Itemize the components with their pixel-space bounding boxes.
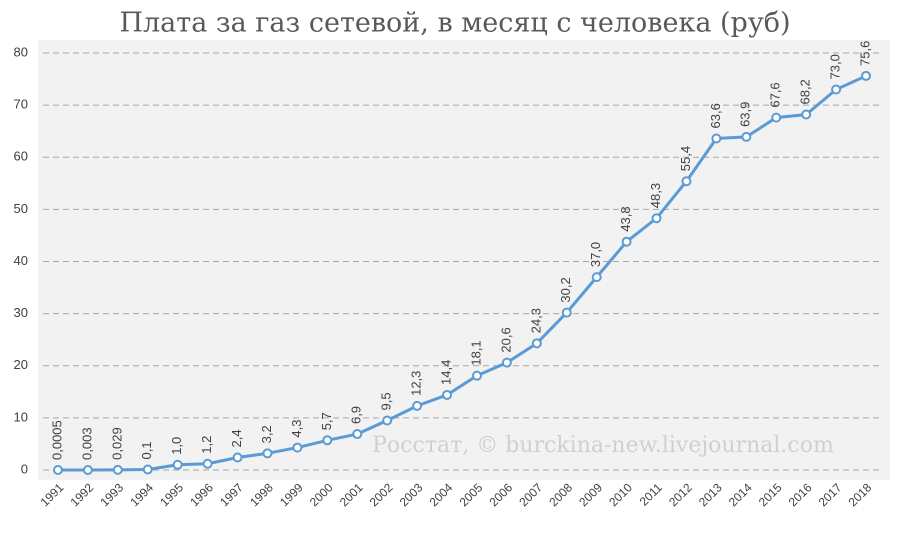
x-tick-label: 2009 — [576, 480, 605, 509]
x-tick-label: 1991 — [38, 480, 67, 509]
marker — [561, 307, 572, 318]
value-label: 30,2 — [558, 277, 573, 302]
value-label: 4,3 — [289, 420, 304, 438]
x-tick-label: 2000 — [307, 480, 336, 509]
marker — [801, 109, 812, 120]
marker — [531, 338, 542, 349]
value-label: 63,9 — [738, 102, 753, 127]
x-tick-label: 1994 — [127, 480, 156, 509]
value-label: 3,2 — [259, 425, 274, 443]
y-tick-label: 50 — [14, 201, 28, 216]
x-tick-label: 1995 — [157, 480, 186, 509]
watermark: Росстат, © burckina-new.livejournal.com — [372, 433, 834, 458]
marker — [651, 213, 662, 224]
value-label: 75,6 — [857, 41, 872, 66]
value-label: 0,029 — [109, 427, 124, 460]
y-tick-label: 70 — [14, 97, 28, 112]
x-tick-label: 2015 — [756, 480, 785, 509]
x-tick-label: 2003 — [397, 480, 426, 509]
value-label: 48,3 — [648, 183, 663, 208]
x-tick-label: 1999 — [277, 480, 306, 509]
value-label: 6,9 — [349, 406, 364, 424]
value-label: 0,0005 — [49, 420, 64, 460]
marker — [52, 464, 63, 475]
marker — [322, 435, 333, 446]
value-label: 1,0 — [169, 437, 184, 455]
value-label: 63,6 — [708, 103, 723, 128]
x-tick-label: 2017 — [816, 480, 845, 509]
chart-title: Плата за газ сетевой, в месяц с человека… — [119, 8, 790, 39]
value-label: 67,6 — [768, 82, 783, 107]
x-tick-label: 2018 — [846, 480, 875, 509]
marker — [681, 176, 692, 187]
marker — [172, 459, 183, 470]
value-label: 12,3 — [409, 371, 424, 396]
marker — [471, 370, 482, 381]
marker — [112, 464, 123, 475]
marker — [202, 458, 213, 469]
line — [57, 74, 867, 472]
y-tick-label: 0 — [21, 461, 28, 476]
plot-background — [38, 40, 890, 480]
x-tick-label: 2006 — [486, 480, 515, 509]
marker — [412, 400, 423, 411]
x-tick-label: 2008 — [546, 480, 575, 509]
x-tick-label: 2002 — [367, 480, 396, 509]
marker — [831, 84, 842, 95]
x-tick-label: 2007 — [516, 480, 545, 509]
x-tick-label: 2001 — [337, 480, 366, 509]
value-label: 43,8 — [618, 206, 633, 231]
x-tick-label: 1996 — [187, 480, 216, 509]
y-tick-label: 30 — [14, 305, 28, 320]
value-label: 18,1 — [468, 340, 483, 365]
marker — [591, 272, 602, 283]
marker — [262, 448, 273, 459]
value-label: 20,6 — [498, 327, 513, 352]
marker — [442, 389, 453, 400]
marker — [292, 442, 303, 453]
x-tick-label: 1997 — [217, 480, 246, 509]
x-tick-label: 1992 — [67, 480, 96, 509]
x-tick-label: 2013 — [696, 480, 725, 509]
value-label: 24,3 — [528, 308, 543, 333]
value-label: 14,4 — [438, 360, 453, 385]
value-label: 2,4 — [229, 429, 244, 447]
x-tick-label: 2016 — [786, 480, 815, 509]
value-label: 1,2 — [199, 436, 214, 454]
value-label: 0,1 — [139, 441, 154, 459]
y-tick-label: 40 — [14, 253, 28, 268]
marker — [382, 415, 393, 426]
marker — [621, 236, 632, 247]
x-tick-label: 1993 — [97, 480, 126, 509]
marker — [352, 429, 363, 440]
x-tick-label: 2014 — [726, 480, 755, 509]
value-label: 55,4 — [678, 146, 693, 171]
value-label: 9,5 — [379, 392, 394, 410]
marker — [861, 70, 872, 81]
marker — [82, 464, 93, 475]
marker — [142, 464, 153, 475]
x-tick-label: 2011 — [637, 480, 665, 508]
marker — [232, 452, 243, 463]
x-tick-label: 2004 — [427, 480, 456, 509]
y-tick-label: 80 — [14, 44, 28, 59]
x-tick-label: 1998 — [247, 480, 276, 509]
marker — [741, 131, 752, 142]
x-tick-label: 2010 — [606, 480, 635, 509]
marker — [501, 357, 512, 368]
y-tick-label: 60 — [14, 149, 28, 164]
value-label: 0,003 — [79, 427, 94, 460]
marker — [711, 133, 722, 144]
value-label: 5,7 — [319, 412, 334, 430]
y-tick-label: 10 — [14, 409, 28, 424]
value-label: 68,2 — [798, 79, 813, 104]
value-label: 37,0 — [588, 242, 603, 267]
marker — [771, 112, 782, 123]
x-tick-label: 2005 — [457, 480, 486, 509]
y-tick-label: 20 — [14, 357, 28, 372]
x-tick-label: 2012 — [666, 480, 695, 509]
value-label: 73,0 — [828, 54, 843, 79]
